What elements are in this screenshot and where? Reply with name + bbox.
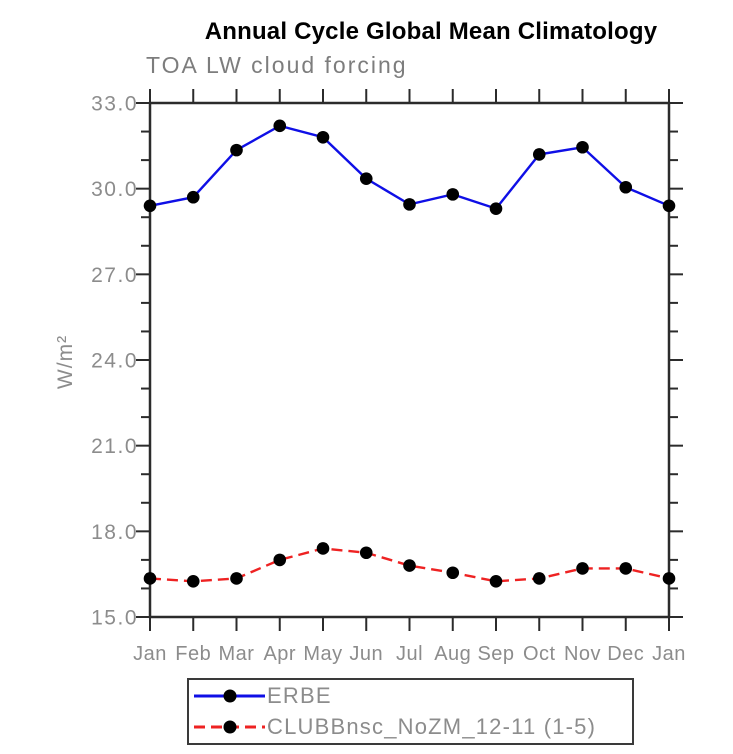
axes: [148, 101, 671, 619]
legend-marker-dot-icon: [223, 720, 236, 734]
x-tick-label: Nov: [564, 643, 601, 665]
data-point: [143, 572, 157, 585]
y-tick-label: 27.0: [91, 264, 138, 287]
data-point: [316, 542, 330, 555]
data-point: [403, 559, 416, 572]
y-axis-ticks: 15.0 18.0 21.0 24.0 27.0 30.0 33.0: [91, 93, 683, 630]
data-point: [403, 198, 416, 211]
x-tick-label: Feb: [175, 643, 211, 665]
series-0: [143, 119, 676, 215]
legend-item-clubb: CLUBBnsc_NoZM_12-11 (1-5): [194, 712, 632, 742]
x-tick-label: Sep: [477, 643, 514, 665]
x-tick-label: Mar: [219, 643, 255, 665]
data-point: [489, 202, 503, 215]
data-point: [359, 172, 373, 185]
y-tick-label: 21.0: [91, 435, 138, 458]
data-point: [316, 130, 330, 144]
data-point: [619, 180, 633, 194]
data-point: [532, 148, 546, 161]
y-tick-label: 24.0: [91, 350, 138, 373]
data-point: [230, 143, 243, 157]
legend-sample-dashed-line-icon: [194, 720, 265, 734]
data-point: [359, 546, 373, 560]
legend-label-clubb: CLUBBnsc_NoZM_12-11 (1-5): [267, 714, 597, 739]
x-tick-label: May: [303, 643, 342, 665]
x-tick-label: Dec: [607, 643, 644, 665]
data-point: [662, 572, 676, 585]
series-1: [143, 542, 676, 588]
data-point: [662, 199, 676, 213]
data-point: [576, 562, 589, 575]
data-point: [273, 119, 287, 133]
data-point: [186, 575, 200, 588]
data-point: [143, 199, 157, 213]
y-tick-label: 18.0: [91, 521, 138, 544]
data-point: [576, 140, 589, 154]
data-point: [446, 188, 460, 201]
x-axis-ticks: Jan Feb Mar Apr May Jun Jul Aug Sep Oct Nov Dec Jan: [133, 89, 686, 665]
y-tick-label: 15.0: [91, 607, 138, 630]
y-axis-label: W/m²: [54, 334, 77, 390]
data-point: [532, 572, 546, 585]
y-tick-label: 33.0: [91, 93, 138, 116]
x-tick-label: Jun: [349, 643, 383, 665]
x-tick-label: Jan: [652, 643, 686, 665]
data-point: [619, 562, 633, 575]
legend-marker-dot-icon: [223, 689, 236, 703]
data-point: [230, 572, 243, 585]
legend-item-erbe: ERBE: [194, 681, 632, 711]
series-line: [149, 124, 670, 211]
y-tick-label: 30.0: [91, 178, 138, 201]
data-point: [489, 575, 503, 588]
data-point: [273, 553, 287, 567]
legend: ERBE CLUBBnsc_NoZM_12-11 (1-5): [187, 678, 634, 745]
x-tick-label: Apr: [263, 643, 296, 665]
x-tick-label: Jul: [396, 643, 423, 665]
data-point: [446, 566, 460, 580]
legend-sample-solid-line-icon: [194, 689, 265, 703]
chart-subtitle: TOA LW cloud forcing: [146, 52, 408, 78]
x-tick-label: Aug: [434, 643, 471, 665]
data-point: [186, 190, 200, 204]
chart-title: Annual Cycle Global Mean Climatology: [204, 18, 658, 45]
x-tick-label: Oct: [523, 643, 556, 665]
legend-label-erbe: ERBE: [267, 683, 332, 708]
x-tick-label: Jan: [133, 643, 167, 665]
